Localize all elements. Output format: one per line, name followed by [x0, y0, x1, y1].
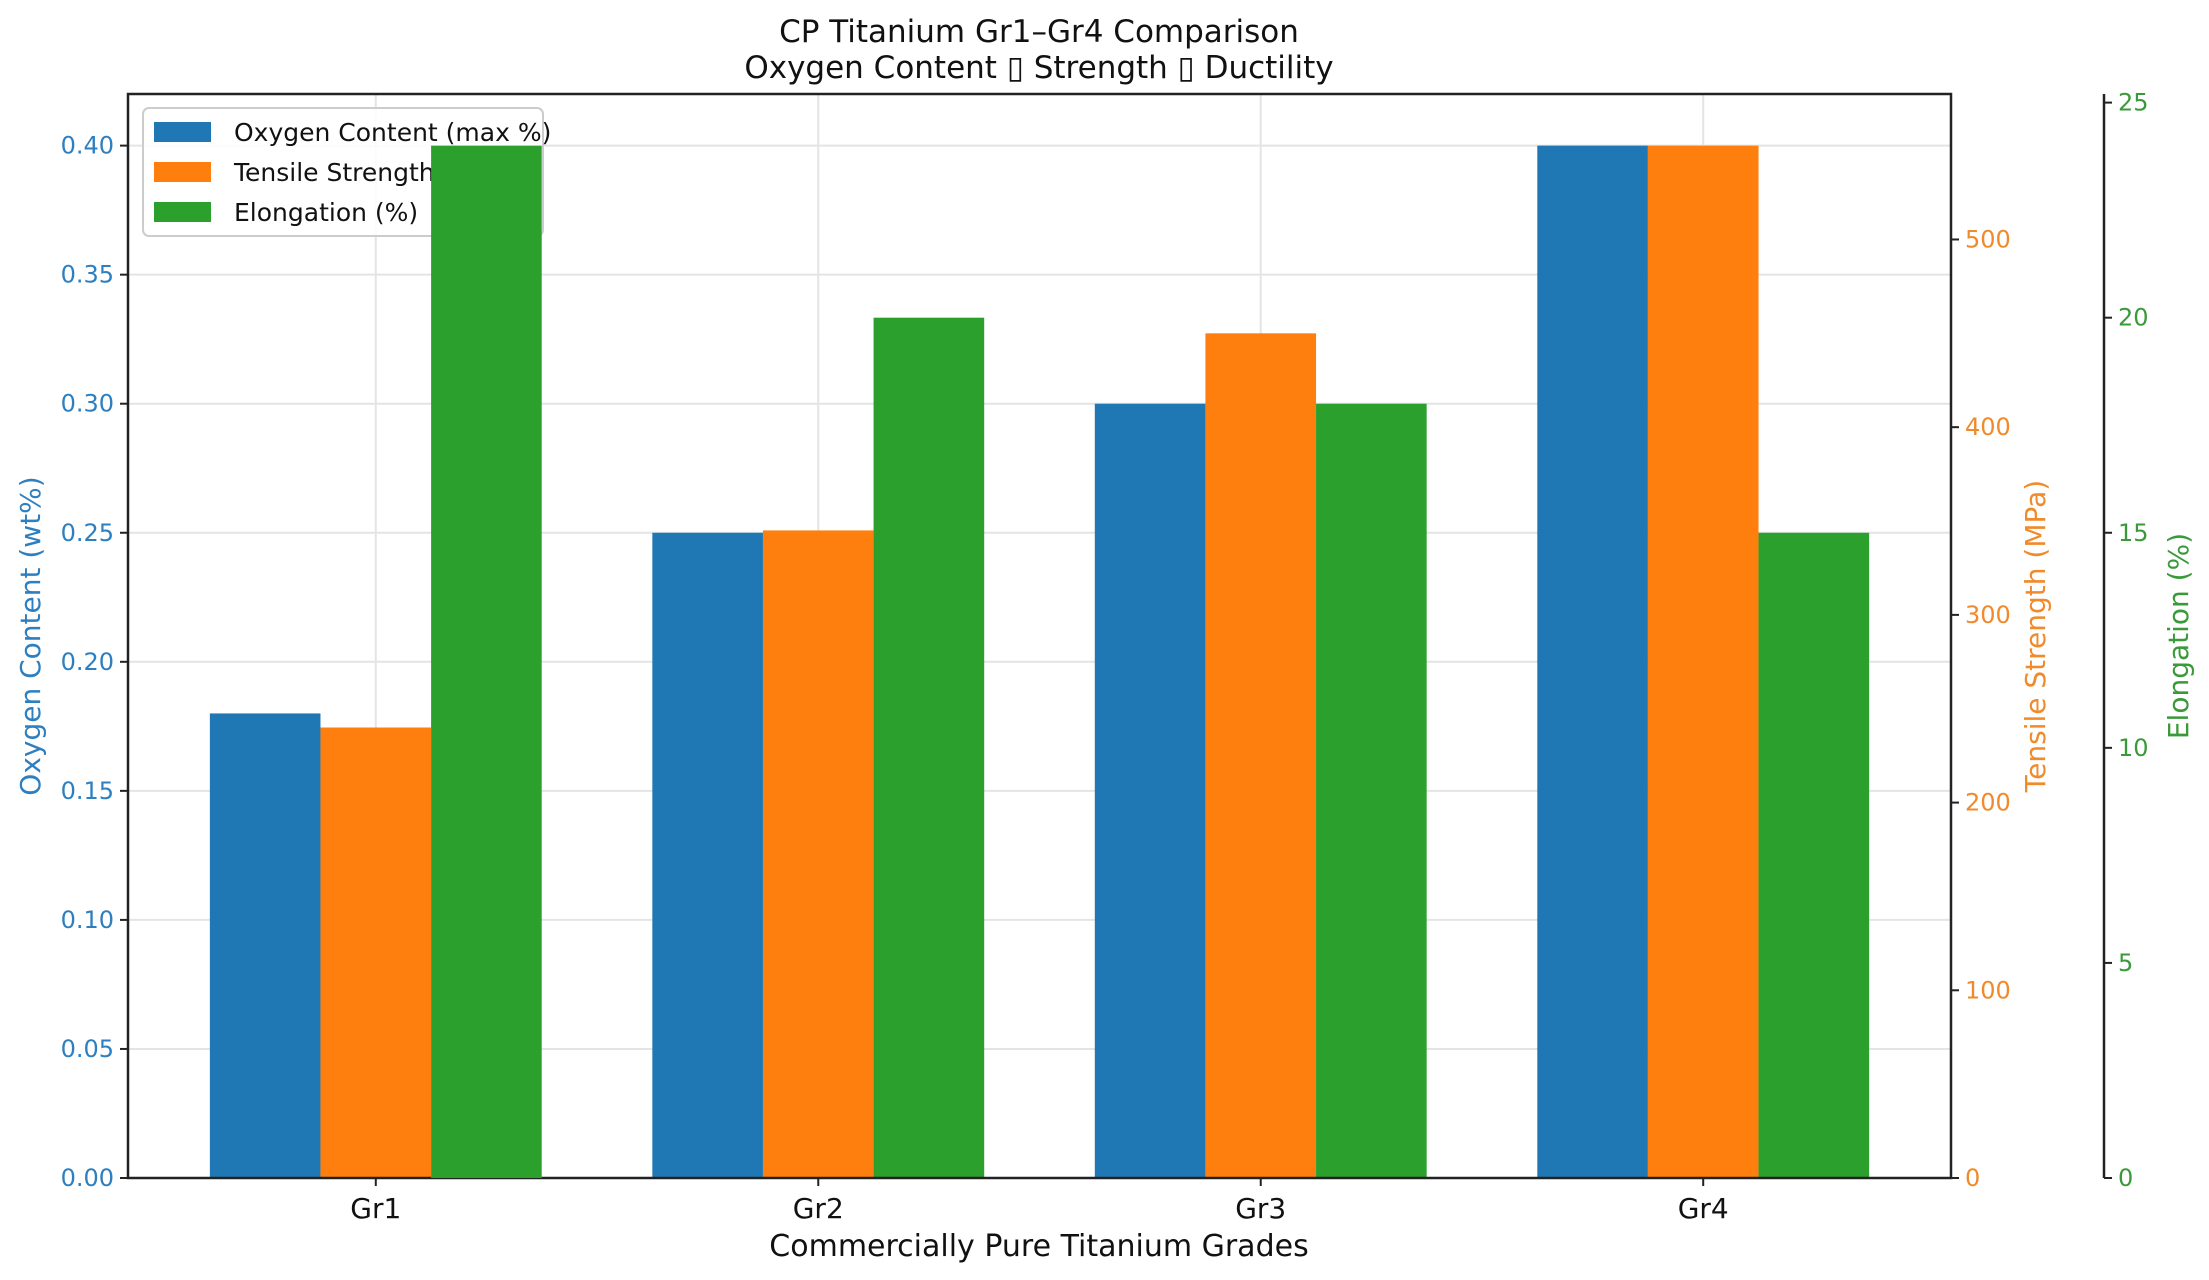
left-tick-label: 0.15 [61, 777, 114, 805]
right-tick-label: 400 [1965, 413, 2011, 441]
legend-label: Elongation (%) [234, 198, 418, 227]
left-tick-label: 0.35 [61, 261, 114, 289]
outer-tick-label: 5 [2118, 949, 2133, 977]
left-tick-label: 0.30 [61, 390, 114, 418]
bar-right-outer-gr1 [431, 145, 542, 1179]
bar-right-gr2 [762, 530, 874, 1178]
x-axis-label: Commercially Pure Titanium Grades [769, 1229, 1308, 1264]
bars [209, 145, 1870, 1179]
right-tick-label: 200 [1965, 789, 2011, 817]
left-tick-label: 0.20 [61, 648, 114, 676]
right-tick-label: 0 [1965, 1164, 1980, 1192]
outer-tick-label: 25 [2118, 89, 2149, 117]
left-tick-label: 0.25 [61, 519, 114, 547]
left-tick-label: 0.05 [61, 1035, 114, 1063]
x-tick-label: Gr3 [1235, 1192, 1286, 1225]
x-tick-label: Gr4 [1678, 1192, 1729, 1225]
bar-right-gr4 [1647, 145, 1759, 1179]
bar-left-gr3 [1094, 403, 1206, 1178]
left-tick-label: 0.00 [61, 1164, 114, 1192]
y-axis-label-right: Tensile Strength (MPa) [2019, 480, 2052, 793]
outer-tick-label: 20 [2118, 304, 2149, 332]
legend-swatch [154, 202, 211, 222]
plot-frame [126, 92, 1953, 1180]
bar-left-gr1 [209, 713, 321, 1178]
right-tick-label: 100 [1965, 976, 2011, 1004]
bar-left-gr4 [1537, 145, 1648, 1179]
legend-swatch [154, 162, 211, 182]
bar-right-gr3 [1205, 333, 1317, 1178]
y-axis-label-left: Oxygen Content (wt%) [14, 476, 47, 795]
chart-subtitle: Oxygen Content ▯ Strength ▯ Ductility [744, 50, 1333, 86]
bar-right-outer-gr3 [1316, 403, 1427, 1178]
outer-tick-label: 15 [2118, 519, 2149, 547]
y-axis-label-outer: Elongation (%) [2162, 533, 2195, 739]
right-tick-label: 500 [1965, 225, 2011, 253]
bar-left-gr2 [652, 532, 763, 1178]
outer-tick-label: 10 [2118, 734, 2149, 762]
legend-label: Oxygen Content (max %) [234, 118, 551, 147]
x-tick-label: Gr1 [350, 1192, 401, 1225]
bar-right-outer-gr4 [1758, 532, 1870, 1178]
right-tick-label: 300 [1965, 601, 2011, 629]
bar-right-outer-gr2 [873, 317, 985, 1179]
left-tick-label: 0.40 [61, 132, 114, 160]
axes: 0.000.050.100.150.200.250.300.350.400100… [61, 89, 2149, 1225]
x-tick-label: Gr2 [793, 1192, 844, 1225]
chart-title: CP Titanium Gr1–Gr4 Comparison [779, 14, 1299, 50]
left-tick-label: 0.10 [61, 906, 114, 934]
bar-right-gr1 [320, 727, 432, 1178]
outer-tick-label: 0 [2118, 1164, 2133, 1192]
legend-swatch [154, 122, 211, 142]
legend-label: Tensile Strength [233, 158, 435, 187]
